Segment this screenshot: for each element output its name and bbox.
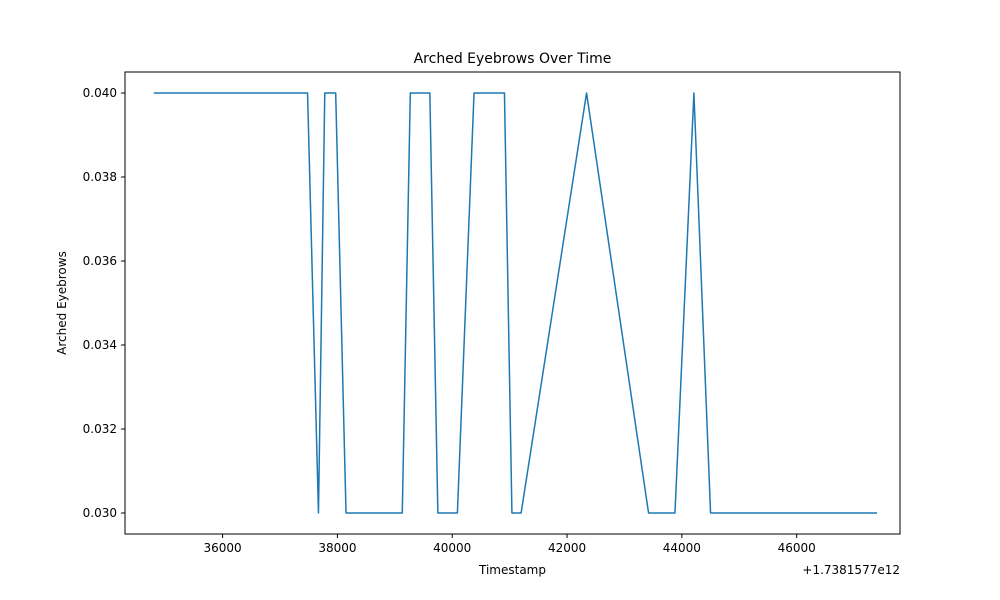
- x-axis: 36000 38000 40000 42000 44000 46000: [203, 534, 816, 555]
- series-line-0: [153, 92, 878, 514]
- y-tick-label: 0.030: [83, 506, 117, 520]
- plot-area: [153, 92, 878, 514]
- x-tick-label: 42000: [548, 541, 586, 555]
- y-axis-label: Arched Eyebrows: [55, 251, 69, 355]
- x-tick-label: 44000: [663, 541, 701, 555]
- x-axis-offset-label: +1.7381577e12: [802, 563, 900, 577]
- y-tick-label: 0.032: [83, 422, 117, 436]
- y-tick-label: 0.038: [83, 170, 117, 184]
- y-axis: 0.030 0.032 0.034 0.036 0.038 0.040: [83, 86, 125, 520]
- x-tick-label: 46000: [778, 541, 816, 555]
- x-tick-label: 36000: [203, 541, 241, 555]
- x-axis-label: Timestamp: [478, 563, 546, 577]
- y-tick-label: 0.034: [83, 338, 117, 352]
- chart-title: Arched Eyebrows Over Time: [414, 51, 612, 67]
- x-tick-label: 40000: [433, 541, 471, 555]
- y-tick-label: 0.036: [83, 254, 117, 268]
- x-tick-label: 38000: [318, 541, 356, 555]
- y-tick-label: 0.040: [83, 86, 117, 100]
- plot-frame: [124, 71, 901, 535]
